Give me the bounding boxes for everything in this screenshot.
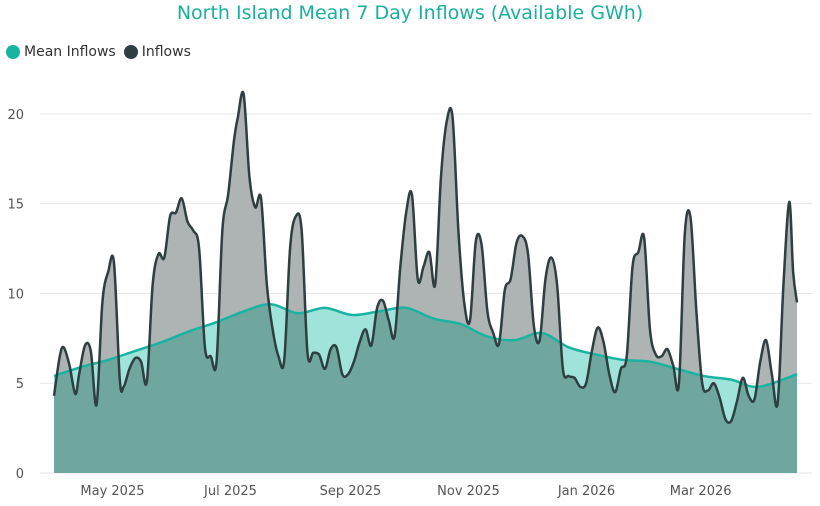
legend: Mean Inflows Inflows [6,44,199,60]
inflows-line[interactable] [52,90,799,424]
x-tick-label: Nov 2025 [437,484,500,499]
legend-label-inflows: Inflows [141,44,191,60]
x-tick-label: May 2025 [80,484,144,499]
chart-title: North Island Mean 7 Day Inflows (Availab… [176,2,644,24]
y-tick-label: 15 [7,198,24,213]
y-axis-ticks: 0 5 10 15 20 [7,108,24,482]
x-axis-ticks: May 2025 Jul 2025 Sep 2025 Nov 2025 Jan 2026… [80,484,731,499]
y-tick-label: 0 [16,467,24,482]
overlap-area [54,304,797,473]
x-tick-label: Jul 2025 [203,484,257,499]
legend-label-mean-inflows: Mean Inflows [24,44,116,60]
legend-dot-inflows [123,45,138,59]
legend-item-mean-inflows[interactable]: Mean Inflows [6,44,116,60]
x-tick-label: Sep 2025 [320,484,382,499]
y-tick-label: 10 [7,287,24,302]
mean-inflows-line[interactable] [53,302,798,389]
x-tick-label: Mar 2026 [670,484,732,499]
y-tick-label: 5 [16,377,24,392]
legend-dot-mean-inflows [6,45,20,59]
x-tick-label: Jan 2026 [557,484,615,499]
y-tick-label: 20 [7,108,24,123]
legend-item-inflows[interactable]: Inflows [123,44,191,60]
